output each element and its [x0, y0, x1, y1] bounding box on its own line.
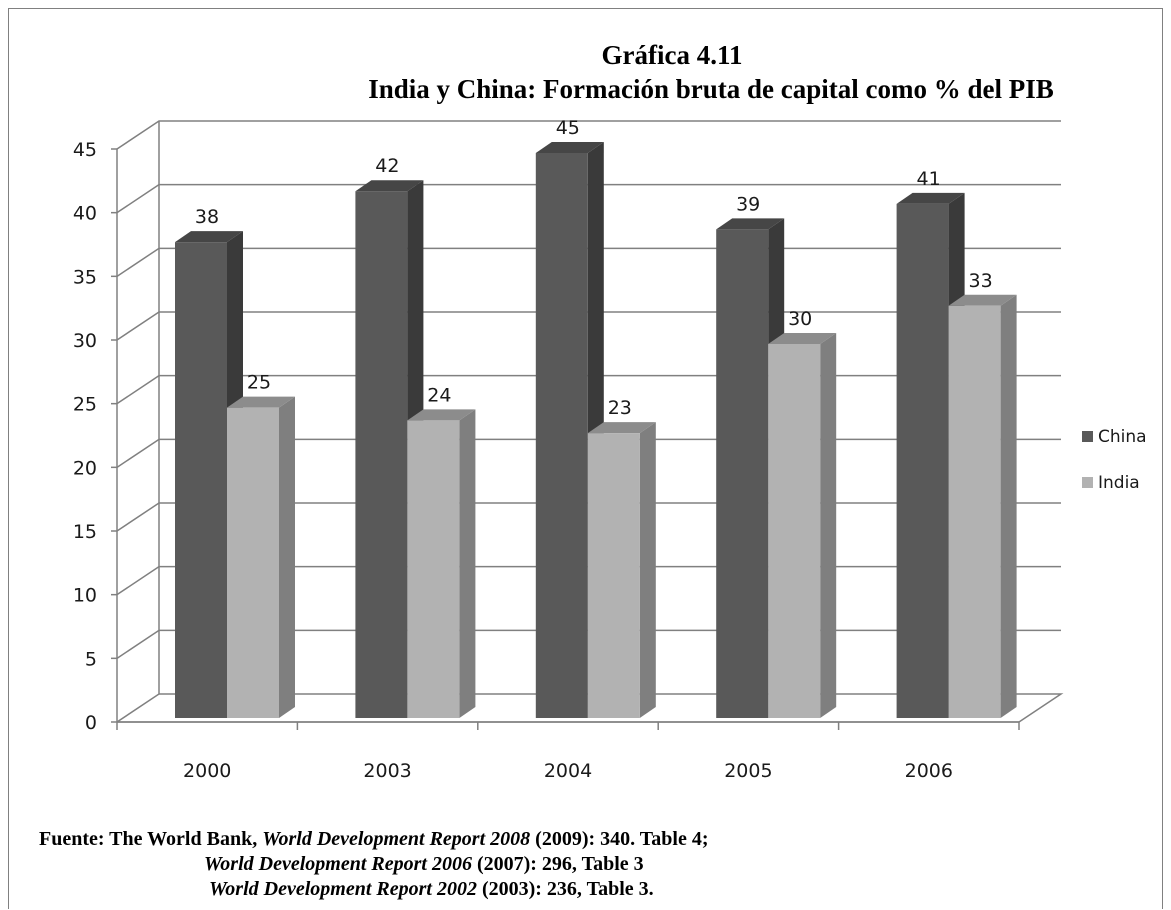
bar-india-2004-top — [587, 422, 656, 434]
data-label-china-2004: 45 — [556, 117, 580, 139]
data-label-china-2005: 39 — [736, 193, 760, 215]
bar-china-2003-top — [355, 180, 424, 192]
data-label-china-2003: 42 — [375, 155, 399, 177]
y-tick-label: 40 — [73, 203, 97, 225]
chart-frame: Gráfica 4.11 India y China: Formación br… — [8, 8, 1163, 909]
bar-china-2006-top — [896, 192, 965, 204]
y-tick-label: 15 — [73, 521, 97, 543]
bar-india-2000-top — [227, 396, 295, 408]
legend-label-china: China — [1098, 427, 1147, 447]
x-tick-label-2000: 2000 — [183, 760, 231, 782]
bar-china-2000 — [175, 242, 227, 718]
y-tick-label: 0 — [85, 712, 97, 734]
y-tick-label: 10 — [73, 585, 97, 607]
y-tick-label: 45 — [73, 139, 97, 161]
chart-subtitle: India y China: Formación bruta de capita… — [368, 74, 1054, 104]
legend-swatch-india — [1082, 477, 1093, 488]
bar-china-2004-top — [535, 142, 604, 153]
bar-india-2000-side — [279, 396, 295, 718]
source-report-2002-detail: (2003): 236, Table 3. — [476, 878, 654, 900]
y-tick-label: 35 — [73, 266, 97, 288]
x-tick-label-2004: 2004 — [544, 760, 592, 782]
bar-india-2005-side — [820, 333, 837, 718]
bar-india-2004-side — [639, 422, 656, 718]
x-tick-label-2005: 2005 — [724, 760, 772, 782]
source-report-2008-detail: (2009): 340. Table 4; — [530, 828, 709, 850]
data-label-china-2000: 38 — [195, 206, 219, 228]
gridline — [116, 183, 1061, 214]
source-line-3: World Development Report 2002 (2003): 23… — [39, 877, 939, 902]
bar-china-2005-top — [716, 218, 785, 230]
chart-title: Gráfica 4.11 — [602, 40, 743, 70]
y-tick-label: 30 — [73, 330, 97, 352]
chart-canvas: Gráfica 4.11 India y China: Formación br… — [73, 40, 1147, 782]
x-tick-label-2006: 2006 — [905, 760, 953, 782]
side-wall — [116, 121, 160, 723]
data-label-india-2003: 24 — [427, 384, 451, 406]
y-tick-label: 25 — [73, 394, 97, 416]
bar-india-2005-top — [768, 333, 837, 344]
x-tick-label-2003: 2003 — [363, 760, 411, 782]
source-report-2006-detail: (2007): 296, Table 3 — [471, 853, 644, 875]
source-line-2: World Development Report 2006 (2007): 29… — [39, 852, 939, 877]
bar-china-2000-top — [175, 231, 243, 243]
bar-india-2006-top — [948, 294, 1017, 306]
bar-china-2006 — [896, 203, 949, 718]
data-label-india-2006: 33 — [969, 270, 993, 292]
legend-swatch-china — [1082, 431, 1093, 442]
source-report-2006: World Development Report 2006 — [204, 853, 472, 875]
bar-india-2003-side — [459, 409, 476, 718]
source-prefix: Fuente: The World Bank, — [39, 828, 263, 850]
source-line-1: Fuente: The World Bank, World Developmen… — [39, 827, 939, 852]
y-tick-label: 20 — [73, 457, 97, 479]
bar-india-2004 — [587, 433, 640, 718]
source-note: Fuente: The World Bank, World Developmen… — [39, 827, 939, 902]
bar-china-2004 — [535, 153, 588, 718]
data-label-china-2006: 41 — [917, 168, 941, 190]
legend-label-india: India — [1098, 473, 1140, 493]
data-label-india-2005: 30 — [788, 308, 812, 330]
gridline — [116, 120, 1061, 150]
data-label-india-2004: 23 — [608, 397, 632, 419]
y-tick-label: 5 — [85, 648, 97, 670]
bar-india-2005 — [768, 344, 821, 718]
bar-india-2003-top — [407, 409, 476, 421]
bar-china-2003 — [355, 191, 408, 718]
bar-india-2000 — [227, 407, 279, 718]
bar-china-2005 — [716, 229, 769, 718]
source-report-2008: World Development Report 2008 — [262, 828, 531, 850]
source-report-2002: World Development Report 2002 — [209, 878, 477, 900]
bar-india-2006 — [948, 305, 1001, 718]
bar-india-2006-side — [1000, 294, 1017, 718]
bar-india-2003 — [407, 420, 460, 718]
data-label-india-2000: 25 — [247, 372, 271, 394]
